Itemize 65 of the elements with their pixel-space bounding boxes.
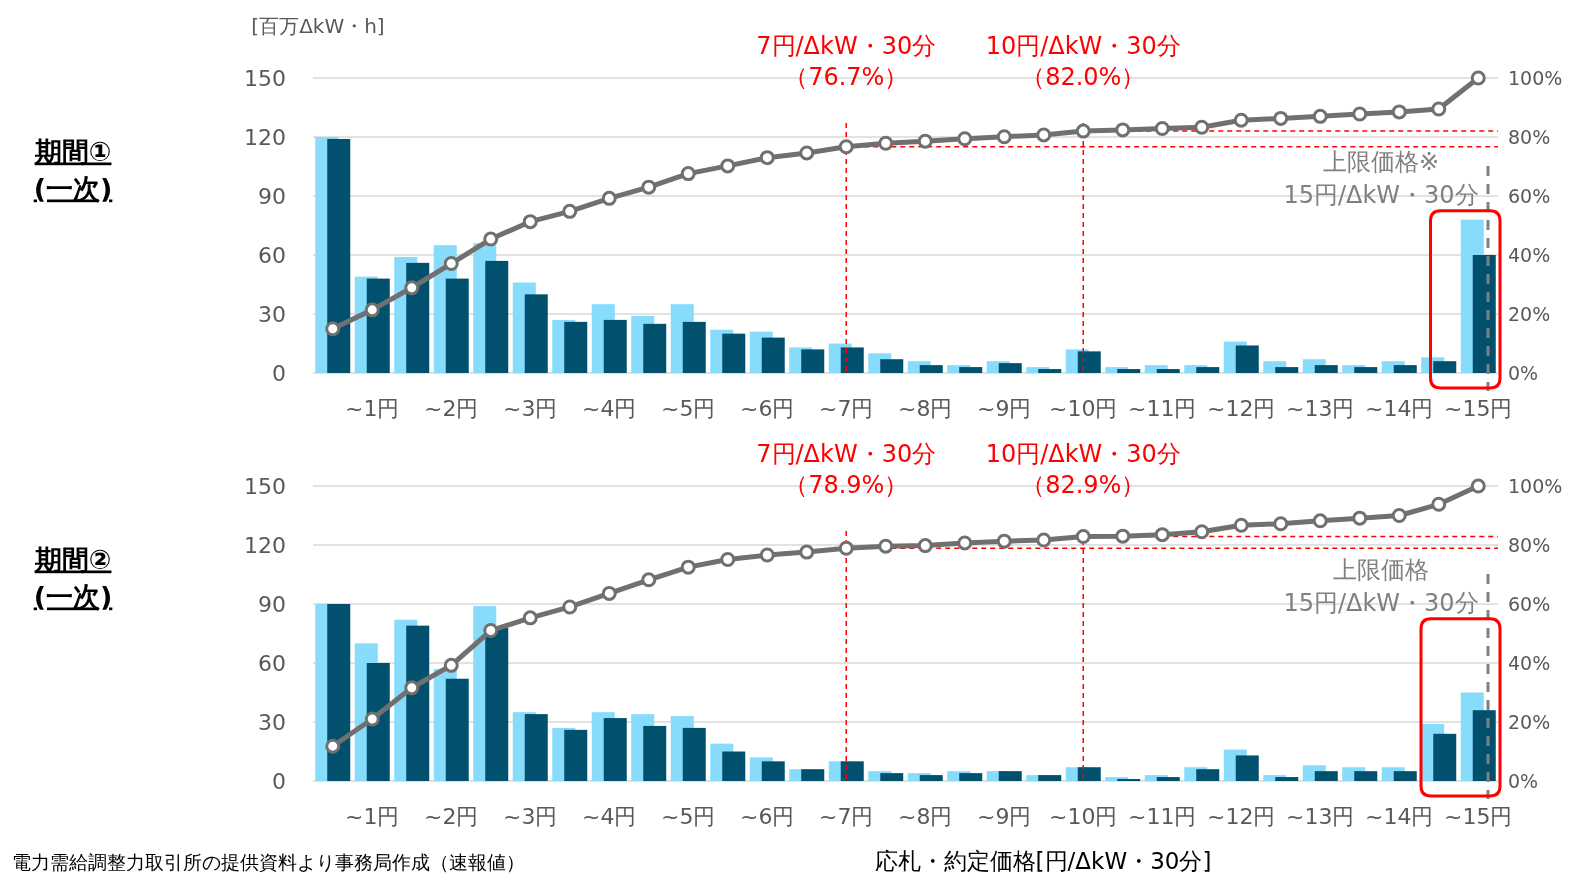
- x-tick-label: ~8円: [898, 396, 953, 421]
- x-tick-label: ~1円: [345, 804, 400, 829]
- y-tick-label: 30: [258, 301, 286, 327]
- ref-line-label: 上限価格: [1333, 556, 1429, 584]
- y2-tick-label: 100%: [1508, 474, 1563, 497]
- y-tick-label: 60: [258, 650, 286, 676]
- x-tick-label: ~12円: [1207, 804, 1276, 829]
- x-tick-label: ~4円: [582, 396, 637, 421]
- x-tick-label: ~1円: [345, 396, 400, 421]
- text: 電力需給調整力取引所の提供資料より事務局作成（速報値）: [12, 851, 525, 873]
- y-tick-label: 60: [258, 242, 286, 268]
- ref-line-label: 上限価格※: [1322, 148, 1440, 176]
- x-tick-label: ~6円: [740, 804, 795, 829]
- x-tick-label: ~10円: [1049, 804, 1118, 829]
- x-tick-label: ~3円: [503, 396, 558, 421]
- y2-tick-label: 40%: [1508, 243, 1551, 266]
- x-tick-label: ~7円: [819, 396, 874, 421]
- x-tick-label: ~13円: [1286, 804, 1355, 829]
- annotation: 15円/ΔkW・30分: [1283, 181, 1479, 209]
- x-tick-label: ~13円: [1286, 396, 1355, 421]
- x-tick-label: ~7円: [819, 804, 874, 829]
- x-tick-label: ~6円: [740, 396, 795, 421]
- x-tick-label: ~2円: [424, 804, 479, 829]
- y2-tick-label: 20%: [1508, 302, 1551, 325]
- y-tick-label: 150: [244, 65, 286, 91]
- x-tick-label: ~14円: [1365, 396, 1434, 421]
- annotation: 15円/ΔkW・30分: [1283, 589, 1479, 617]
- y-tick-label: 150: [244, 473, 286, 499]
- x-axis-title: 応札・約定価格[円/ΔkW・30分]: [874, 848, 1212, 874]
- x-tick-label: ~9円: [977, 396, 1032, 421]
- y2-tick-label: 80%: [1508, 125, 1551, 148]
- x-tick-label: ~2円: [424, 396, 479, 421]
- y-tick-label: 90: [258, 591, 286, 617]
- y-axis-title: [百万ΔkW・h]: [251, 14, 385, 38]
- y2-tick-label: 100%: [1508, 66, 1563, 89]
- x-tick-label: ~3円: [503, 804, 558, 829]
- x-tick-label: ~15円: [1444, 804, 1513, 829]
- y2-tick-label: 60%: [1508, 184, 1551, 207]
- x-tick-label: ~4円: [582, 804, 637, 829]
- ref-line-label: 7円/ΔkW・30分（76.7%）: [756, 32, 937, 91]
- y-tick-label: 120: [244, 124, 286, 150]
- y-tick-label: 90: [258, 183, 286, 209]
- x-tick-label: ~15円: [1444, 396, 1513, 421]
- y2-tick-label: 0%: [1508, 361, 1539, 384]
- y-tick-label: 30: [258, 709, 286, 735]
- x-tick-label: ~10円: [1049, 396, 1118, 421]
- ref-line-label: 7円/ΔkW・30分（78.9%）: [756, 440, 937, 499]
- y2-tick-label: 0%: [1508, 769, 1539, 792]
- x-tick-label: ~11円: [1128, 804, 1197, 829]
- ref-line-label: 10円/ΔkW・30分（82.9%）: [985, 440, 1181, 499]
- x-tick-label: ~12円: [1207, 396, 1276, 421]
- ref-line-label: 10円/ΔkW・30分（82.0%）: [985, 32, 1181, 91]
- x-tick-label: ~5円: [661, 804, 716, 829]
- y-tick-label: 120: [244, 532, 286, 558]
- y2-tick-label: 80%: [1508, 533, 1551, 556]
- x-tick-label: ~11円: [1128, 396, 1197, 421]
- x-tick-label: ~5円: [661, 396, 716, 421]
- y2-tick-label: 20%: [1508, 710, 1551, 733]
- x-tick-label: ~8円: [898, 804, 953, 829]
- y-tick-label: 0: [272, 360, 286, 386]
- y2-tick-label: 60%: [1508, 592, 1551, 615]
- y2-tick-label: 40%: [1508, 651, 1551, 674]
- y-tick-label: 0: [272, 768, 286, 794]
- x-tick-label: ~9円: [977, 804, 1032, 829]
- x-tick-label: ~14円: [1365, 804, 1434, 829]
